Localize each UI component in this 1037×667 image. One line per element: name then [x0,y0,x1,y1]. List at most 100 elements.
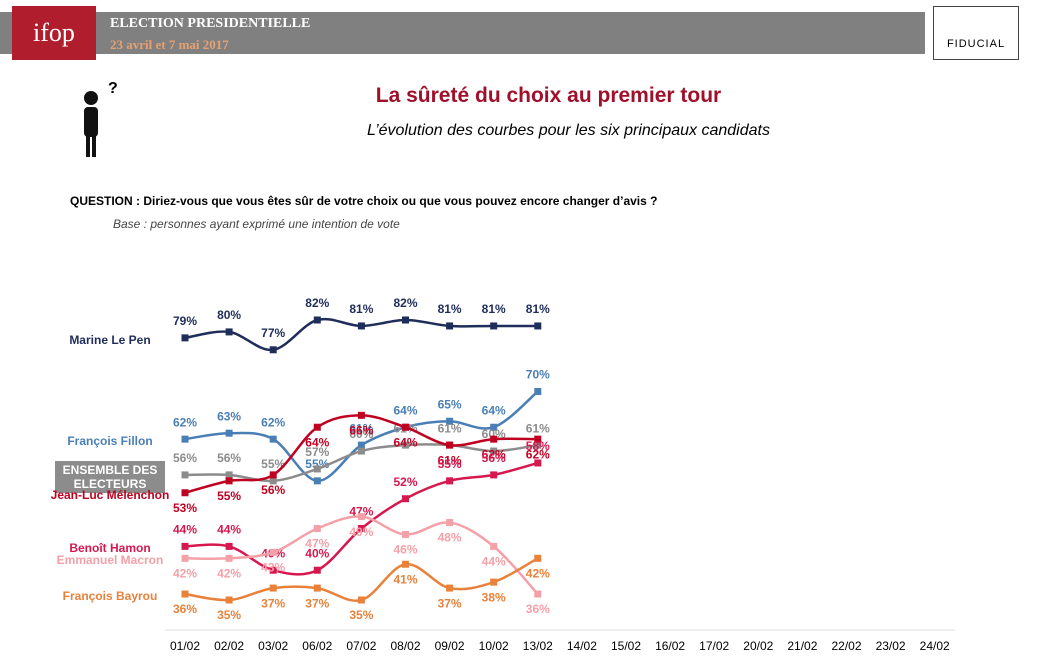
value-label: 36% [526,602,550,616]
marker [446,322,454,330]
marker [269,435,277,443]
partner-logo: FIDUCIAL [933,6,1019,60]
value-label: 61% [526,421,550,435]
value-label: 37% [261,596,285,610]
x-tick-label: 24/02 [920,639,950,653]
value-label: 66% [349,423,373,437]
value-label: 77% [261,326,285,340]
value-label: 53% [173,501,197,515]
header-subtitle: 23 avril et 7 mai 2017 [110,37,229,52]
legend-entry: Emmanuel Macron [56,553,164,568]
legend-entry: ENSEMBLE DES ELECTEURS [55,460,165,493]
marker [534,441,542,449]
value-label: 46% [393,543,417,557]
x-tick-label: 20/02 [743,639,773,653]
marker [446,519,454,527]
marker [446,441,454,449]
value-label: 61% [349,421,373,435]
value-label: 64% [482,403,506,417]
value-label: 62% [261,415,285,429]
header-title: ELECTION PRESIDENTIELLE [110,16,311,31]
marker [490,435,498,443]
marker [313,465,321,473]
marker [181,435,189,443]
value-label: 64% [305,435,329,449]
value-label: 56% [261,483,285,497]
marker [490,471,498,479]
value-label: 37% [305,596,329,610]
x-tick-label: 03/02 [258,639,288,653]
value-label: 80% [217,308,241,322]
value-label: 82% [305,296,329,310]
marker [490,578,498,586]
value-label: 81% [438,302,462,316]
legend-entry: François Bayrou [62,589,158,604]
marker [534,435,542,443]
x-tick-label: 08/02 [390,639,420,653]
marker [225,477,233,485]
x-tick-label: 02/02 [214,639,244,653]
logo: ifop [12,6,96,60]
value-label: 37% [438,596,462,610]
question: QUESTION : Diriez-vous que vous êtes sûr… [70,194,658,208]
marker [534,459,542,467]
value-label: 58% [526,439,550,453]
value-label: 81% [482,302,506,316]
value-label: 61% [438,421,462,435]
x-tick-label: 07/02 [346,639,376,653]
value-label: 42% [173,566,197,580]
marker [357,447,365,455]
marker [313,477,321,485]
value-label: 79% [173,314,197,328]
value-label: 38% [482,590,506,604]
value-label: 65% [438,397,462,411]
marker [313,316,321,324]
base-note: Base : personnes ayant exprimé une inten… [113,217,400,231]
value-label: 64% [393,435,417,449]
marker [225,542,233,550]
marker [225,429,233,437]
value-label: 60% [349,427,373,441]
marker [402,530,409,538]
x-tick-label: 22/02 [831,639,861,653]
value-label: 42% [217,566,241,580]
marker [490,447,498,455]
value-label: 47% [349,505,373,519]
x-tick-label: 13/02 [523,639,553,653]
value-label: 42% [526,566,550,580]
marker [357,411,365,419]
value-label: 55% [438,457,462,471]
marker [181,489,189,497]
marker [269,471,277,479]
marker [181,542,189,550]
marker [181,554,189,562]
marker [313,566,321,574]
value-label: 62% [173,415,197,429]
value-label: 44% [173,523,197,537]
x-tick-label: 16/02 [655,639,685,653]
value-label: 57% [305,445,329,459]
value-label: 41% [393,572,417,586]
value-label: 56% [173,451,197,465]
x-tick-label: 15/02 [611,639,641,653]
x-tick-label: 14/02 [567,639,597,653]
value-label: 62% [482,447,506,461]
x-tick-label: 17/02 [699,639,729,653]
marker [490,322,498,330]
x-tick-label: 01/02 [170,639,200,653]
x-tick-label: 10/02 [479,639,509,653]
x-tick-label: 21/02 [787,639,817,653]
value-label: 62% [526,447,550,461]
marker [402,316,409,324]
marker [313,584,321,592]
marker [225,596,233,604]
value-label: 56% [482,451,506,465]
value-label: 43% [261,561,285,575]
marker [402,560,409,568]
marker [357,525,365,533]
value-label: 82% [393,296,417,310]
svg-text:?: ? [108,80,118,97]
marker [269,566,277,574]
